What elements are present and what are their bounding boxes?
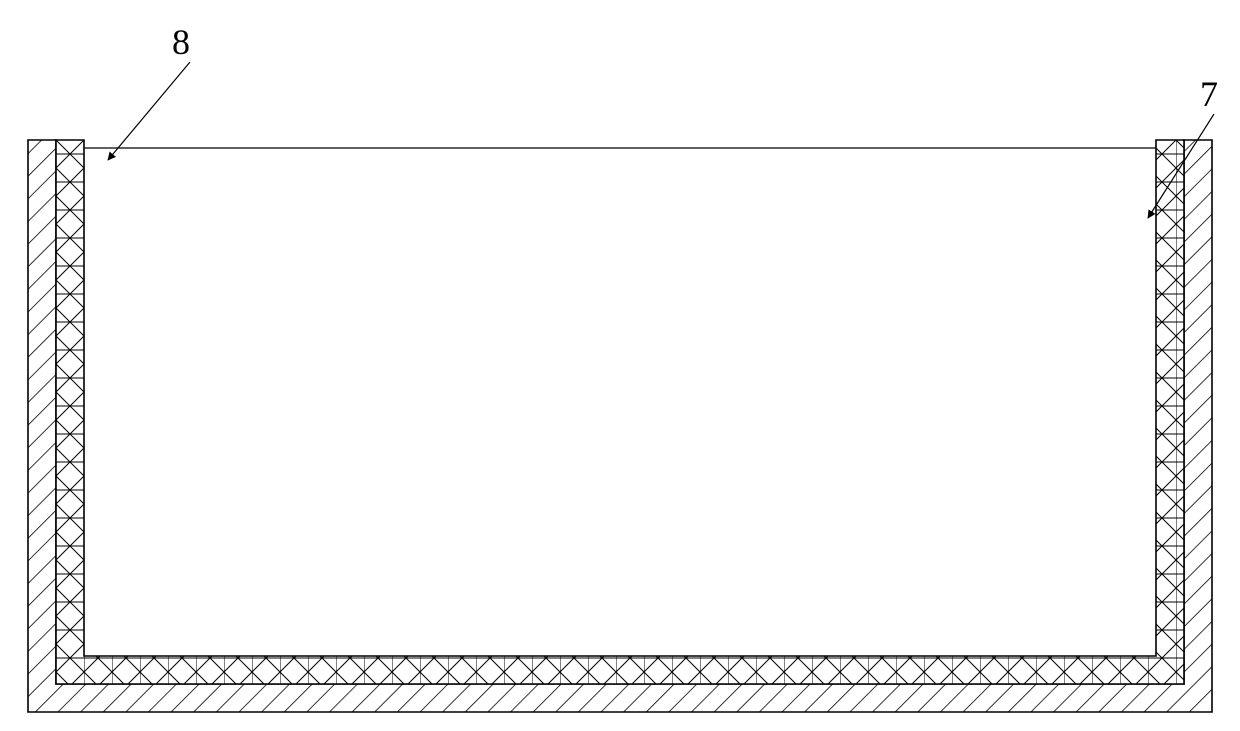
- callout-label-7: 7: [1200, 76, 1218, 112]
- figure-canvas: 8 7: [0, 0, 1240, 731]
- cross-section-svg: [0, 0, 1240, 731]
- inner-liner: [56, 140, 1184, 684]
- leader-8: [108, 62, 190, 160]
- callout-label-8: 8: [172, 24, 190, 60]
- outer-shell: [28, 140, 1212, 712]
